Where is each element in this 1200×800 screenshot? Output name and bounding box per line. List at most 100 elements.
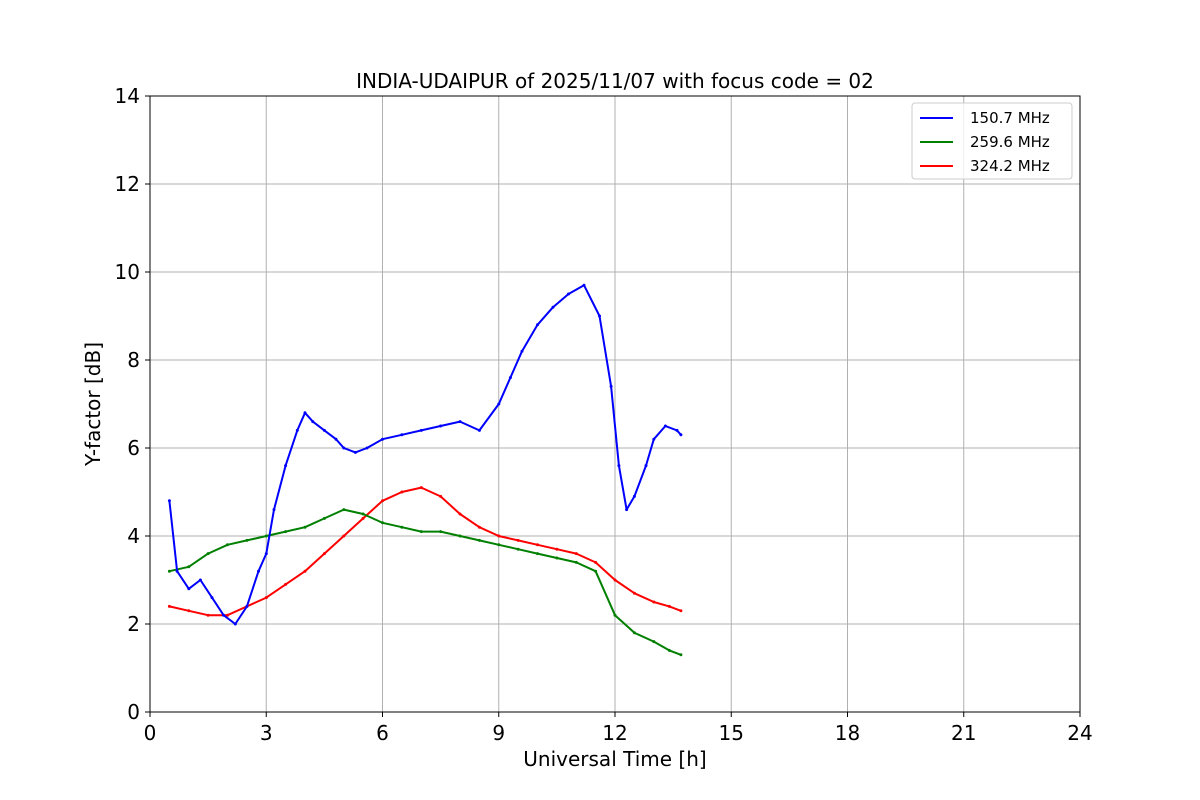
data-point: [233, 622, 237, 626]
y-tick-label: 6: [127, 436, 140, 460]
data-point: [551, 305, 555, 309]
data-point: [419, 428, 423, 432]
x-tick-label: 0: [144, 721, 157, 745]
data-point: [652, 437, 656, 441]
data-point: [322, 428, 326, 432]
x-tick-label: 9: [492, 721, 505, 745]
data-point: [667, 604, 671, 608]
data-point: [497, 534, 501, 538]
data-point: [508, 376, 512, 380]
data-point: [439, 494, 443, 498]
data-point: [198, 578, 202, 582]
x-axis-label: Universal Time [h]: [523, 747, 706, 771]
data-point: [226, 613, 229, 617]
data-point: [644, 464, 648, 468]
data-point: [206, 552, 210, 556]
data-point: [272, 508, 276, 512]
legend-label: 259.6 MHz: [970, 133, 1050, 151]
data-point: [167, 604, 171, 608]
data-point: [167, 569, 171, 573]
data-point: [361, 512, 365, 516]
data-point: [594, 569, 598, 573]
data-point: [555, 547, 559, 551]
data-point: [574, 560, 578, 564]
data-point: [613, 578, 617, 582]
data-point: [582, 283, 586, 287]
x-tick-label: 21: [951, 721, 976, 745]
data-point: [222, 613, 226, 617]
data-point: [303, 525, 307, 529]
data-point: [594, 560, 598, 564]
data-point: [206, 613, 210, 617]
data-point: [284, 464, 288, 468]
data-point: [632, 494, 636, 498]
data-point: [245, 538, 249, 542]
y-tick-label: 8: [127, 348, 140, 372]
data-point: [334, 437, 338, 441]
y-axis-label: Y-factor [dB]: [81, 342, 105, 467]
data-point: [361, 516, 365, 520]
data-point: [322, 552, 326, 556]
y-tick-label: 2: [127, 612, 140, 636]
data-point: [264, 596, 268, 600]
data-point: [617, 464, 621, 468]
data-point: [574, 552, 578, 556]
data-point: [245, 604, 249, 608]
data-point: [516, 547, 520, 551]
series-layer: [167, 283, 683, 657]
data-point: [679, 433, 683, 437]
data-point: [667, 648, 671, 652]
y-tick-label: 0: [127, 700, 140, 724]
data-point: [400, 490, 404, 494]
data-point: [419, 530, 423, 534]
data-point: [284, 582, 288, 586]
data-point: [632, 631, 636, 635]
data-point: [477, 428, 481, 432]
data-point: [342, 508, 346, 512]
data-point: [458, 512, 462, 516]
data-point: [497, 543, 501, 547]
legend: 150.7 MHz 259.6 MHz 324.2 MHz: [911, 102, 1073, 180]
data-point: [477, 525, 481, 529]
data-point: [226, 543, 229, 547]
data-point: [175, 569, 179, 573]
data-point: [652, 640, 656, 644]
y-tick-label: 12: [115, 172, 140, 196]
data-point: [439, 530, 443, 534]
data-point: [609, 384, 613, 388]
data-point: [187, 587, 191, 591]
data-point: [625, 508, 629, 512]
data-point: [311, 420, 315, 424]
chart-title: INDIA-UDAIPUR of 2025/11/07 with focus c…: [356, 69, 874, 93]
data-point: [613, 613, 617, 617]
data-point: [439, 424, 443, 428]
data-point: [477, 538, 481, 542]
data-point: [353, 450, 357, 454]
data-point: [381, 499, 384, 503]
legend-label: 150.7 MHz: [970, 109, 1050, 127]
data-point: [458, 420, 462, 424]
series-line-259-6-mhz: [169, 508, 682, 656]
y-tick-label: 10: [115, 260, 140, 284]
data-point: [303, 411, 307, 415]
data-point: [536, 552, 539, 556]
data-point: [419, 486, 423, 490]
data-point: [295, 428, 299, 432]
data-point: [342, 446, 346, 450]
x-tick-label: 18: [835, 721, 860, 745]
y-tick-label: 14: [115, 84, 140, 108]
data-point: [264, 552, 268, 556]
data-point: [516, 538, 520, 542]
x-tick-label: 3: [260, 721, 273, 745]
data-point: [322, 516, 326, 520]
data-point: [400, 525, 404, 529]
data-point: [365, 446, 369, 450]
y-tick-label: 4: [127, 524, 140, 548]
data-point: [458, 534, 462, 538]
data-point: [536, 323, 539, 327]
data-point: [536, 543, 539, 547]
data-point: [187, 565, 191, 569]
data-point: [284, 530, 288, 534]
data-point: [679, 609, 683, 613]
